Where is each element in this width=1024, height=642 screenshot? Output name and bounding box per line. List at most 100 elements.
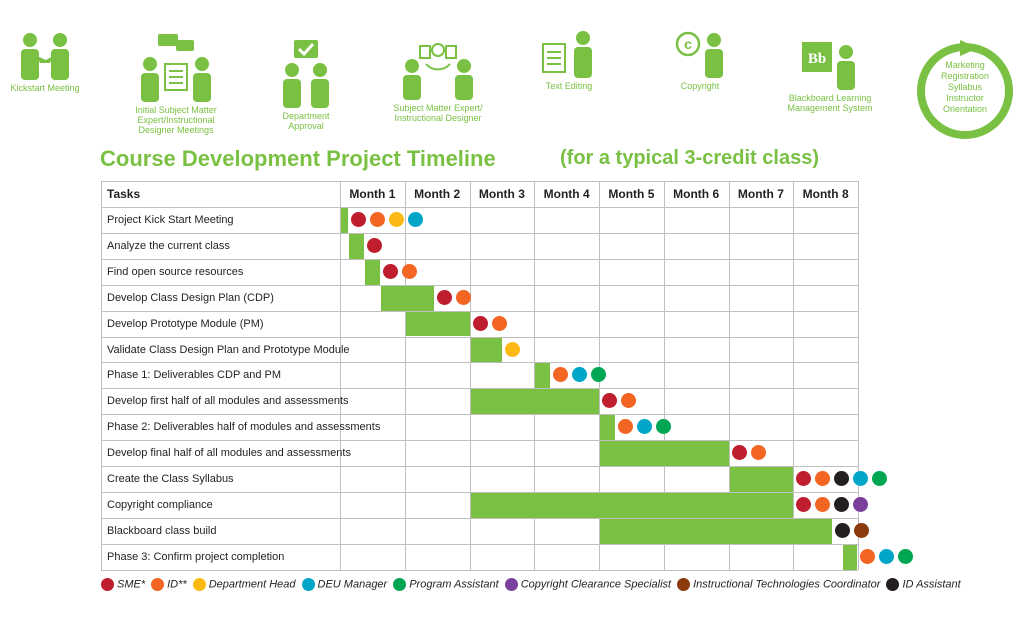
grid-row-line: [101, 284, 858, 286]
task-label: Develop Class Design Plan (CDP): [107, 291, 274, 304]
grid-col-line: [340, 181, 341, 570]
role-dot-id: [621, 393, 636, 409]
grid-col-line: [728, 181, 730, 570]
grid-row-line: [101, 517, 858, 519]
month-header: Month 8: [802, 187, 849, 201]
role-dot-deu-manager: [637, 419, 653, 435]
role-dot-sme: [731, 445, 747, 461]
legend-label: Instructional Technologies Coordinator: [693, 578, 881, 591]
role-dot-program-assistant: [897, 548, 913, 564]
task-label: Develop final half of all modules and as…: [107, 447, 351, 460]
timeline-bar: [405, 311, 470, 337]
role-dot-id-assistant: [834, 471, 850, 486]
role-dot-id: [402, 263, 418, 279]
role-dot-sme: [472, 315, 488, 331]
role-dot-deu-manager: [572, 367, 588, 383]
month-header: Month 5: [608, 187, 655, 201]
timeline-bar: [729, 467, 794, 492]
task-label: Phase 2: Deliverables half of modules an…: [107, 421, 381, 434]
legend-item: Program Assistant: [393, 578, 499, 591]
role-dot-sme: [366, 237, 382, 253]
grid-row-line: [101, 181, 858, 182]
role-dot-sme: [796, 471, 812, 486]
cycle-step: Instructor: [946, 93, 984, 103]
legend-item: DEU Manager: [301, 578, 387, 591]
legend-dot: [393, 578, 407, 591]
role-dot-program-assistant: [591, 367, 607, 383]
grid-col-line: [858, 181, 859, 570]
cycle-step: Syllabus: [947, 82, 983, 92]
cycle-steps: Marketing Registration Syllabus Instruct…: [925, 60, 1005, 115]
role-dot-sme: [602, 393, 617, 409]
cycle-step: Marketing: [945, 60, 985, 70]
svg-text:c: c: [684, 36, 692, 52]
role-dot-itc: [854, 522, 870, 538]
legend-label: SME*: [117, 578, 146, 591]
blackboard-label: Blackboard Learning Management System: [787, 93, 873, 113]
role-dot-id: [815, 496, 831, 512]
grid-row-line: [101, 543, 858, 545]
cycle-step: Registration: [940, 71, 990, 81]
task-label: Blackboard class build: [107, 524, 217, 537]
task-label: Develop Prototype Module (PM): [107, 317, 264, 330]
task-label: Analyze the current class: [107, 239, 230, 252]
initial-meetings-label: Initial Subject Matter Expert/Instructio…: [135, 105, 217, 135]
sme-id-item: Subject Matter Expert/ Instructional Des…: [385, 30, 491, 123]
grid-col-line: [469, 181, 471, 570]
timeline-bar: [470, 337, 502, 363]
legend-label: Department Head: [208, 578, 296, 591]
task-label: Phase 3: Confirm project completion: [107, 550, 285, 563]
legend-item: Instructional Technologies Coordinator: [677, 578, 880, 591]
grid-row-line: [101, 491, 858, 493]
approval-check-icon: [283, 40, 329, 108]
legend-dot: [677, 578, 691, 591]
month-header: Month 7: [737, 187, 784, 201]
legend-dot: [504, 578, 518, 591]
timeline-bar: [381, 285, 434, 311]
gantt-table: Tasks Month 1 Month 2 Month 3 Month 4 Month …: [101, 181, 913, 571]
timeline-bar: [364, 259, 381, 285]
copyright-label: Copyright: [680, 81, 720, 91]
timeline-bar: [600, 441, 729, 466]
timeline-bar: [470, 492, 794, 518]
month-header: Month 3: [478, 187, 525, 201]
role-dot-copyright-specialist: [853, 496, 869, 512]
role-dot-id-assistant: [835, 522, 851, 538]
legend: SME* ID** Department Head DEU Manager Progra…: [101, 578, 967, 594]
grid-row-line: [101, 569, 858, 571]
timeline-bar: [535, 363, 551, 389]
copyright-person-icon: c: [675, 31, 723, 78]
page-subtitle: (for a typical 3-credit class): [560, 147, 819, 169]
grid-row-line: [101, 336, 858, 338]
legend-item: SME*: [101, 578, 145, 591]
meeting-chat-icon: [141, 34, 211, 102]
department-approval-label: Department Approval: [282, 111, 330, 131]
role-dot-id: [859, 548, 875, 564]
legend-label: ID Assistant: [902, 578, 961, 591]
legend-dot: [151, 578, 165, 591]
grid-col-line: [404, 181, 406, 570]
role-dot-id-assistant: [834, 496, 850, 512]
role-dot-id: [369, 212, 385, 227]
legend-dot: [301, 578, 315, 591]
role-dot-id: [815, 471, 831, 486]
role-dot-id: [491, 315, 507, 331]
task-label: Find open source resources: [107, 265, 244, 278]
grid-row-line: [101, 310, 858, 312]
role-dot-deu-manager: [853, 471, 869, 486]
role-dot-sme: [796, 496, 812, 512]
grid-row-line: [101, 362, 858, 364]
timeline-bar: [842, 544, 857, 570]
page-title: Course Development Project Timeline: [100, 146, 496, 171]
initial-meetings-item: Initial Subject Matter Expert/Instructio…: [128, 30, 224, 135]
grid-row-line: [101, 232, 858, 234]
legend-dot: [101, 578, 114, 591]
role-dot-dept-head: [504, 341, 520, 357]
grid-row-line: [101, 440, 858, 442]
month-header: Month 4: [543, 187, 590, 201]
task-label: Validate Class Design Plan and Prototype…: [107, 343, 350, 356]
month-header: Month 1: [349, 187, 396, 201]
grid-col-line: [793, 181, 795, 570]
month-header: Month 2: [414, 187, 461, 201]
sme-id-label: Subject Matter Expert/ Instructional Des…: [393, 103, 483, 123]
